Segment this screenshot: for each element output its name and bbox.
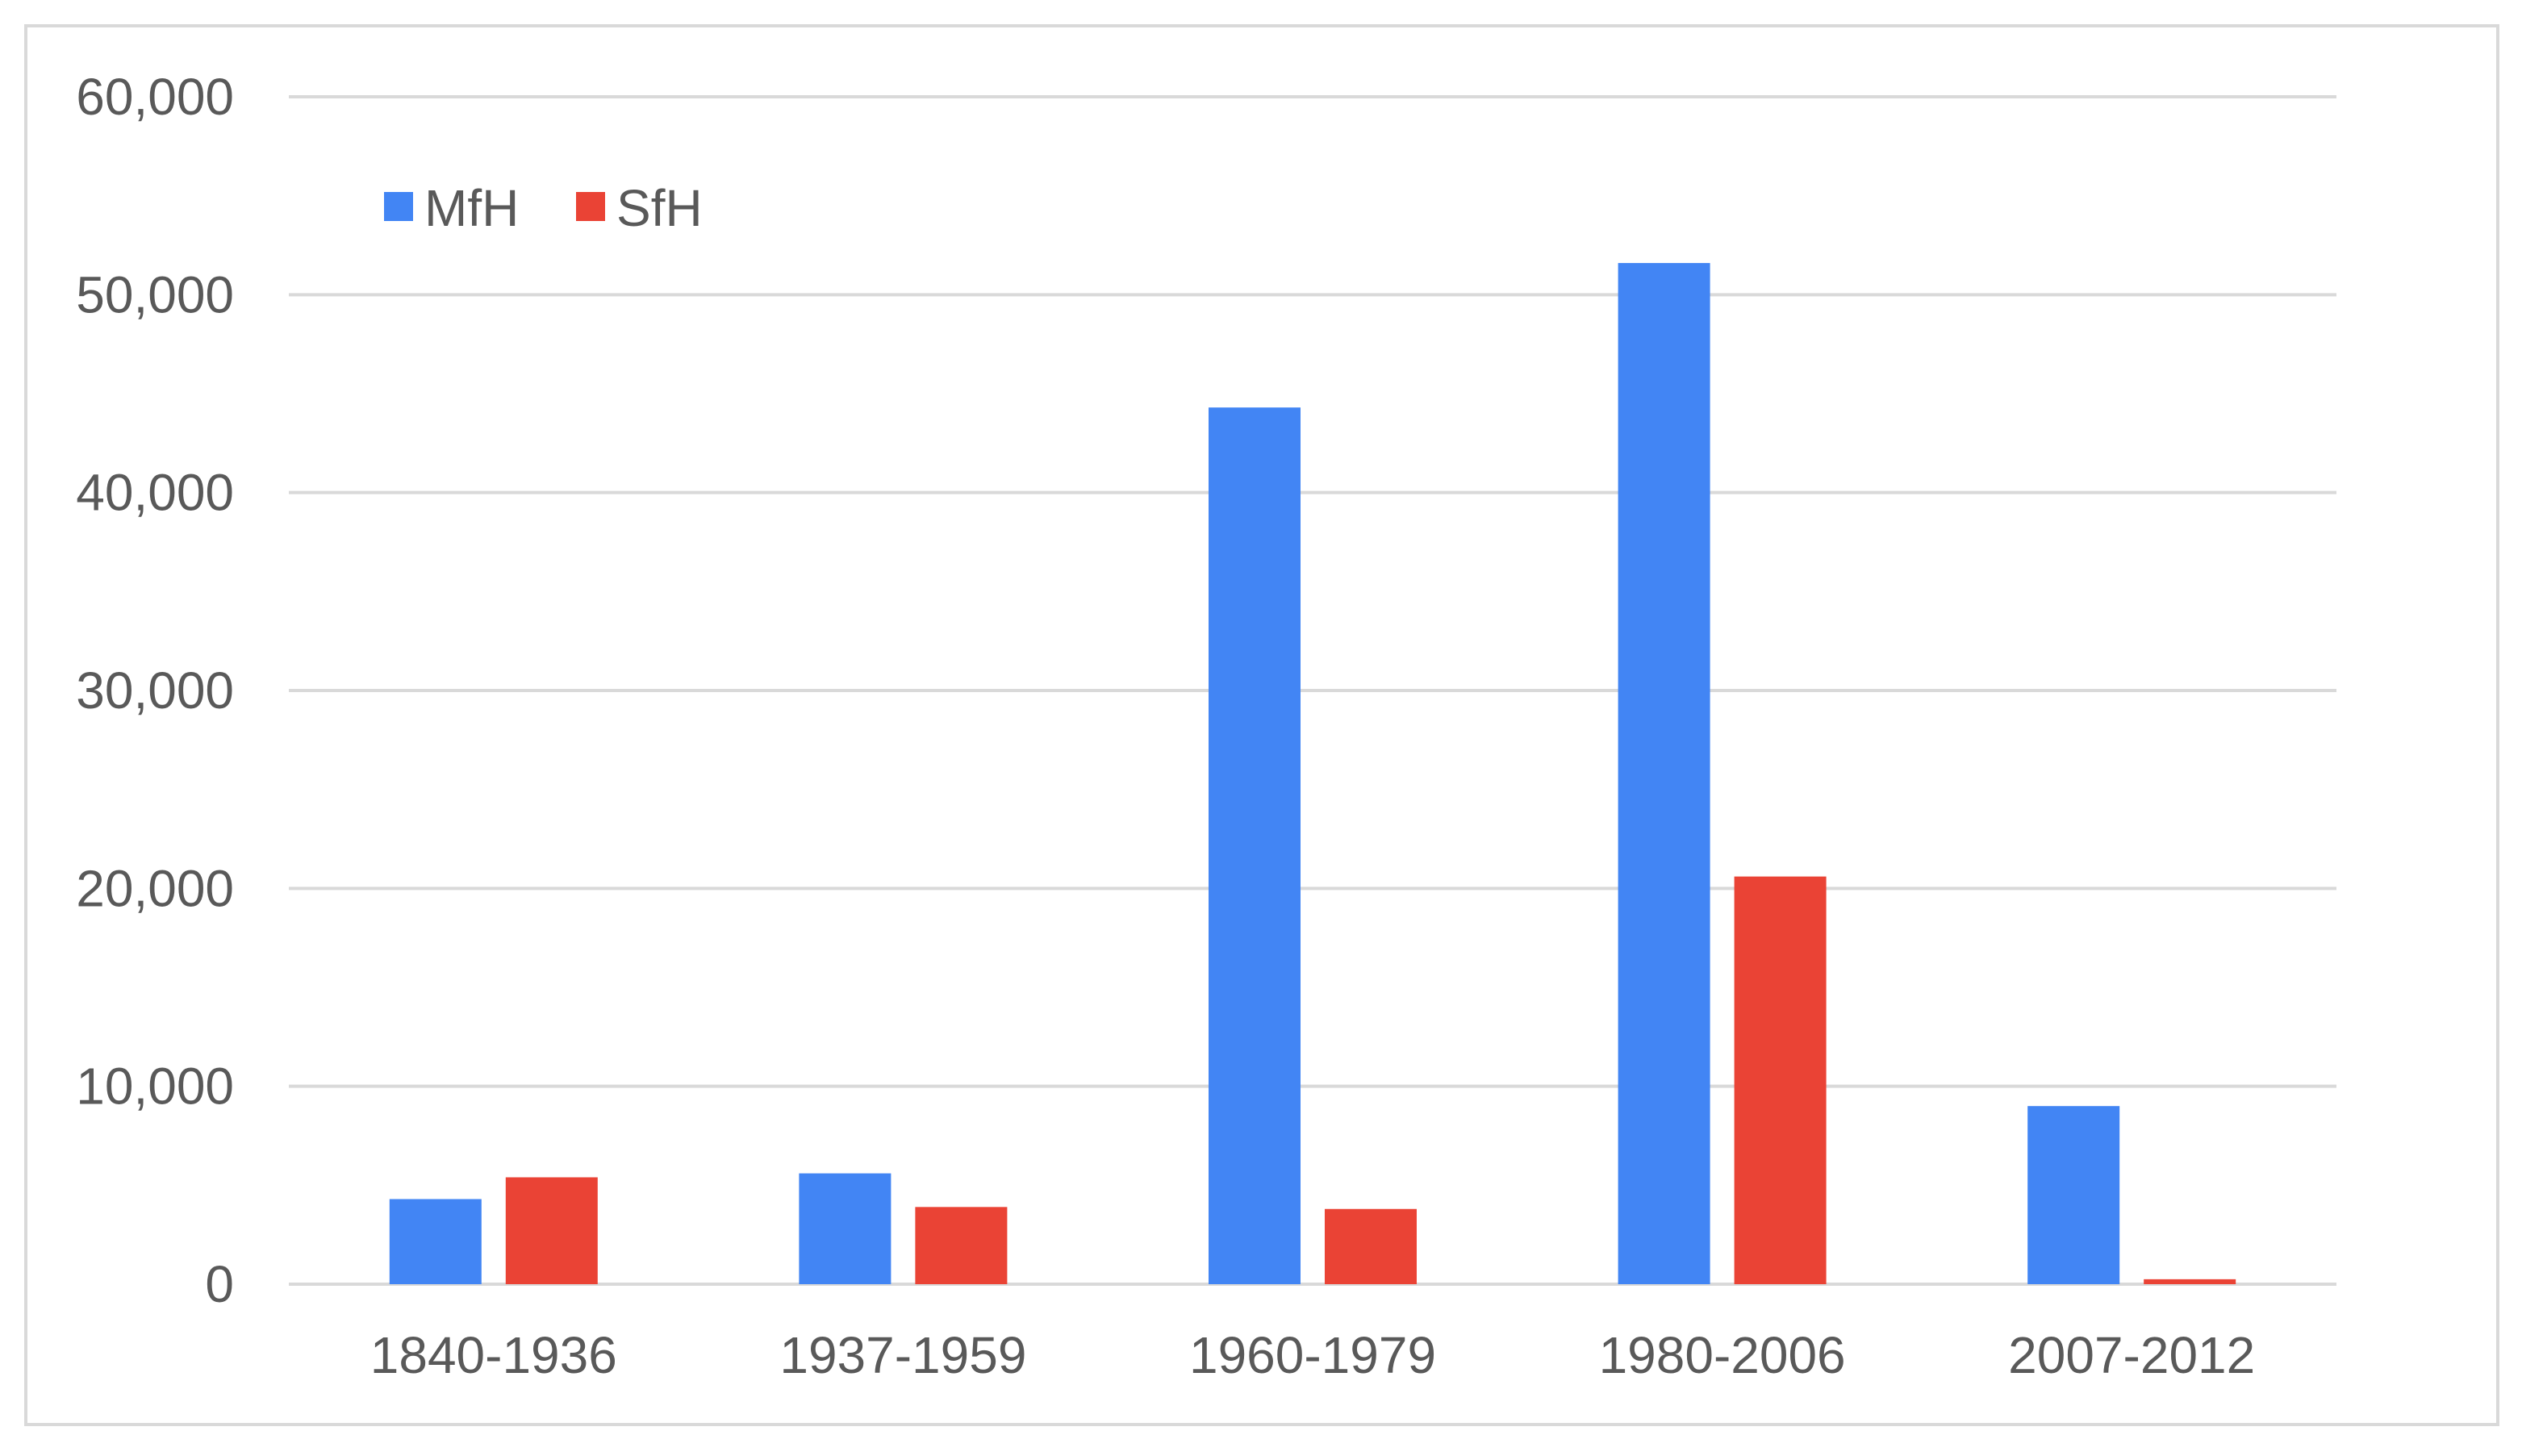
x-tick-label: 2007-2012 bbox=[2008, 1326, 2255, 1384]
bar-mfh-1937-1959 bbox=[799, 1173, 891, 1284]
bar-mfh-1960-1979 bbox=[1209, 407, 1301, 1284]
y-tick-label: 40,000 bbox=[76, 464, 234, 522]
legend-swatch-mfh bbox=[384, 192, 413, 221]
y-tick-label: 50,000 bbox=[76, 265, 234, 323]
x-tick-label: 1937-1959 bbox=[779, 1326, 1026, 1384]
bar-mfh-1840-1936 bbox=[389, 1199, 482, 1284]
legend-swatch-sfh bbox=[576, 192, 605, 221]
gridlines bbox=[289, 95, 2336, 1286]
legend-label-mfh: MfH bbox=[424, 179, 519, 237]
bar-mfh-2007-2012 bbox=[2027, 1106, 2120, 1284]
bar-sfh-1840-1936 bbox=[505, 1177, 598, 1284]
y-tick-label: 0 bbox=[205, 1255, 234, 1313]
legend-label-sfh: SfH bbox=[616, 179, 703, 237]
y-tick-label: 10,000 bbox=[76, 1058, 234, 1116]
bar-sfh-2007-2012 bbox=[2144, 1279, 2236, 1284]
legend: MfH SfH bbox=[384, 179, 703, 237]
axis-labels: 0 10,000 20,000 30,000 40,000 50,000 60,000 184… bbox=[76, 68, 2255, 1384]
x-tick-label: 1960-1979 bbox=[1189, 1326, 1436, 1384]
bar-sfh-1980-2006 bbox=[1734, 876, 1827, 1284]
x-tick-label: 1840-1936 bbox=[370, 1326, 617, 1384]
y-tick-label: 60,000 bbox=[76, 68, 234, 126]
bar-sfh-1960-1979 bbox=[1325, 1208, 1417, 1284]
bars bbox=[389, 263, 2236, 1285]
bar-sfh-1937-1959 bbox=[915, 1207, 1008, 1284]
x-tick-label: 1980-2006 bbox=[1599, 1326, 1846, 1384]
y-tick-label: 30,000 bbox=[76, 661, 234, 720]
y-tick-label: 20,000 bbox=[76, 859, 234, 917]
bar-mfh-1980-2006 bbox=[1618, 263, 1710, 1285]
